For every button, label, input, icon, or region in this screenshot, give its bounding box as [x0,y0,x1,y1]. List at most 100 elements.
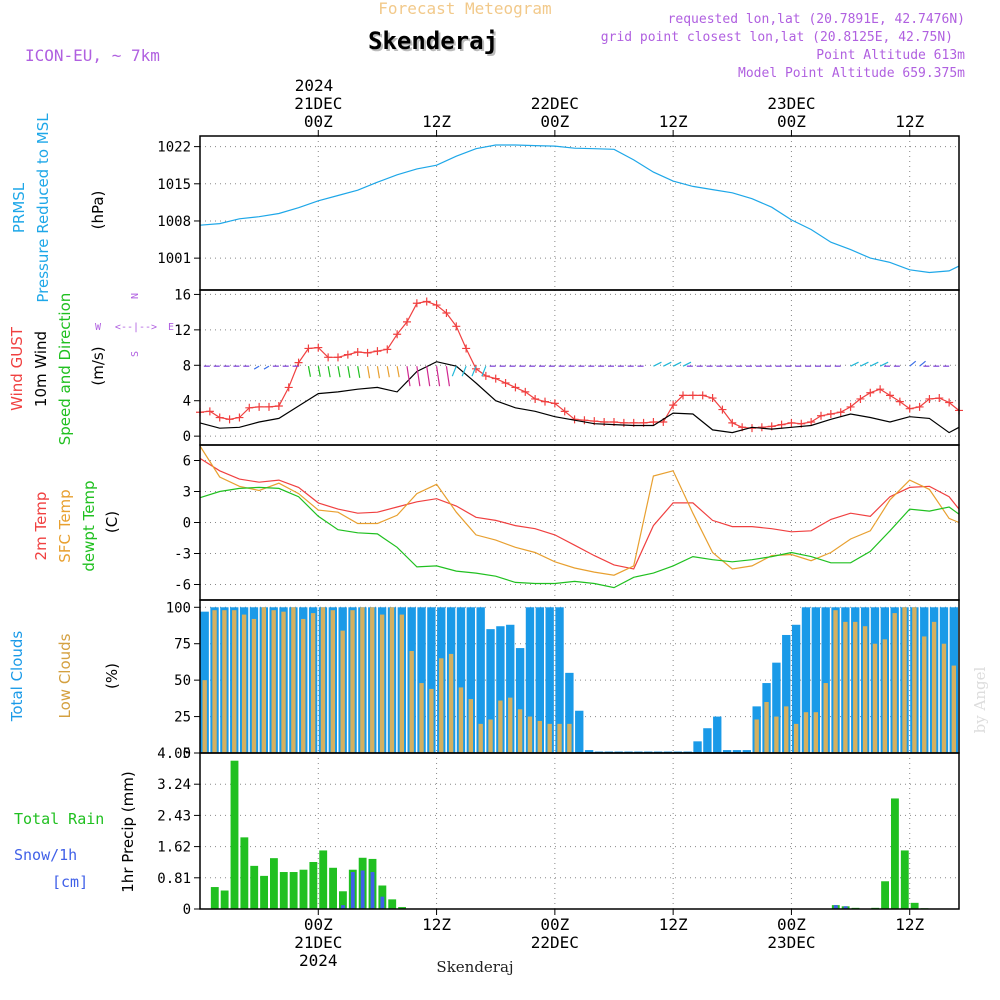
svg-text:2024: 2024 [295,76,334,95]
sfctemp-label: SFC Temp [56,489,74,562]
gust-point [265,402,273,411]
wind-arrow [879,361,889,367]
rain-bar [319,850,328,909]
rain-bar [388,899,397,909]
rain-bar [299,869,308,909]
wind-arrow [682,361,692,367]
low-cloud-bar [448,653,454,753]
temp2m-line [199,457,960,570]
gust-point [679,391,687,400]
total-cloud-bar [742,750,751,753]
low-cloud-bar [241,614,247,753]
wind-arrow [451,365,457,377]
y-tick-label: 12 [174,323,191,339]
low-cloud-bar [922,636,927,753]
gust-point [324,353,333,362]
low-clouds-label: Low Clouds [56,633,74,718]
low-cloud-bar [557,723,562,753]
snow-unit-label: [cm] [52,873,88,891]
total-cloud-bar [506,624,515,753]
total-cloud-bar [772,662,781,753]
y-tick-label: 0 [183,516,191,532]
gust-point [925,394,934,403]
wind-arrow [366,366,371,379]
total-cloud-bar [713,716,722,753]
low-cloud-bar [429,688,434,753]
gust-point [314,343,323,352]
low-cloud-bar [350,610,355,753]
y-tick-label: 100 [166,600,191,616]
wind-label: 10m Wind [32,331,50,407]
watermark: by Angel [971,666,989,733]
y-tick-label: 50 [174,673,191,689]
low-cloud-bar [301,618,306,753]
top-time-label: 23DEC [767,94,815,113]
low-cloud-bar [931,621,937,753]
wind-arrow [672,361,682,367]
bottom-time-label: 12Z [659,915,688,934]
low-cloud-bar [567,723,572,753]
gust-point [560,407,569,416]
y-tick-label: 1.62 [157,840,191,856]
gust-point [807,417,816,426]
gust-point [876,385,885,394]
wind-arrow [376,366,381,379]
bottom-time-label: 2024 [299,951,338,970]
gust-point [817,411,825,420]
gust-point [866,388,875,397]
low-cloud-bar [320,607,326,753]
panel-frame [199,752,960,910]
rain-bar [339,891,347,909]
low-cloud-bar [458,687,464,753]
bottom-time-label: 12Z [422,915,451,934]
low-cloud-bar [340,630,345,753]
rain-bar [309,862,318,909]
gust-point [373,347,382,356]
low-cloud-bar [823,683,828,753]
model-altitude: Model Point Altitude 659.375m [738,66,965,81]
gust-point [491,374,500,383]
total-cloud-bar [555,607,564,753]
total-cloud-bar [525,607,535,753]
compass-dashes: <--|--> [115,322,157,333]
gust-point [698,391,707,400]
gust-point [521,387,530,396]
temperature-panel: -6 -3 0 3 6 [174,445,960,600]
gust-point [846,402,855,411]
wind-arrow [307,366,312,377]
y-tick-label: -3 [174,547,191,563]
gust-point [669,401,678,410]
total-cloud-bar [417,607,426,753]
low-cloud-bar [774,716,779,753]
low-cloud-bar [498,700,503,753]
rain-bar [881,881,889,909]
wind-arrow [435,366,441,387]
gust-point [205,407,214,416]
gust-point [383,345,392,354]
panel-frame [199,135,960,291]
gust-point [728,418,737,427]
low-cloud-bar [409,651,414,753]
gust-point [294,358,303,367]
model-label: ICON-EU, ~ 7km [25,46,160,65]
ms-unit-label: (m/s) [89,346,107,385]
top-time-label: 00Z [304,112,333,131]
wind-arrow [471,365,477,377]
gust-point [915,402,924,411]
low-cloud-bar [202,680,207,753]
y-tick-label: -6 [174,578,191,594]
low-cloud-bar [379,614,385,753]
top-time-label: 12Z [895,112,924,131]
wind-arrow [461,365,467,377]
total-cloud-bar [732,750,742,753]
gust-point [856,394,865,403]
total-cloud-bar [466,607,475,753]
wind-desc-label: Speed and Direction [56,293,74,446]
wind-arrow [850,361,859,367]
sfctemp-line [199,445,960,576]
gust-point [688,391,697,400]
panel-frame [199,289,960,446]
gust-point [531,394,540,403]
low-cloud-bar [754,719,759,753]
